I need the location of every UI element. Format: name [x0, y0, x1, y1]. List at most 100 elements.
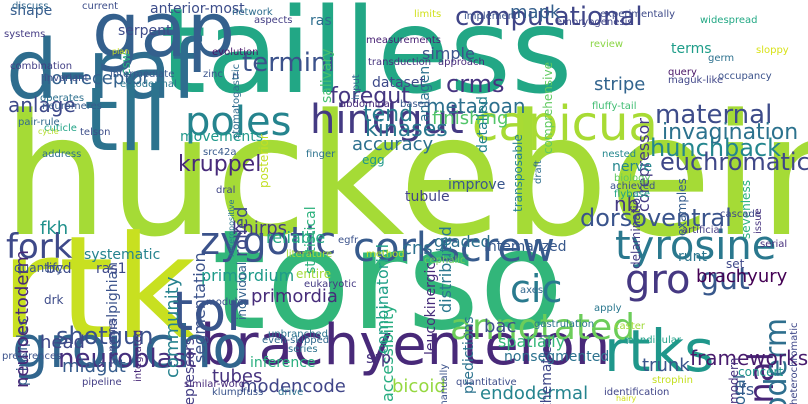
- cloud-word: statistical: [303, 206, 319, 274]
- cloud-word: nonsegmented: [504, 349, 610, 365]
- cloud-word: telson: [80, 127, 111, 138]
- cloud-word: terms: [671, 41, 712, 57]
- cloud-word: modencode: [240, 376, 346, 397]
- cloud-word: groucho: [12, 313, 248, 381]
- cloud-word: nested: [602, 149, 637, 160]
- cloud-word: based: [400, 99, 431, 110]
- cloud-word: primordia: [251, 286, 338, 307]
- cloud-word: community: [162, 276, 183, 378]
- cloud-word: shape: [10, 3, 53, 19]
- cloud-word: srp: [366, 348, 392, 367]
- cloud-word: individual: [235, 261, 249, 320]
- cloud-word: series: [288, 344, 318, 355]
- cloud-word: hunchback: [650, 134, 782, 162]
- cloud-word: nonreceptor: [40, 68, 150, 89]
- cloud-word: gastrulation: [534, 319, 595, 330]
- cloud-word: systematic: [84, 247, 161, 263]
- cloud-word: fluffy-tail: [592, 101, 637, 112]
- cloud-word: serial: [760, 239, 788, 250]
- cloud-word: head: [40, 332, 85, 353]
- cloud-word: tfs: [734, 380, 755, 399]
- cloud-word: mandibular: [624, 335, 682, 346]
- cloud-word: improve: [448, 177, 506, 193]
- cloud-word: combination: [10, 61, 73, 72]
- cloud-word: anlage: [8, 93, 76, 117]
- cloud-word: frameworks: [690, 346, 808, 370]
- cloud-word: repressors: [182, 337, 198, 404]
- cloud-word: identification: [604, 387, 670, 398]
- cloud-word: delamination: [629, 190, 643, 269]
- cloud-word: embryogenesis: [556, 17, 633, 28]
- cloud-word: strophin: [652, 375, 693, 386]
- cloud-word: cns: [402, 238, 433, 259]
- cloud-word: huckebein: [2, 78, 808, 274]
- cloud-word: cephalic: [424, 255, 466, 266]
- cloud-word: maternal: [655, 100, 773, 130]
- cloud-word: modern: [727, 357, 741, 404]
- cloud-word: fkh: [40, 218, 69, 239]
- cloud-word: transposable: [511, 134, 525, 212]
- cloud-word: detailed: [475, 96, 491, 153]
- cloud-word: crms: [446, 70, 505, 98]
- cloud-word: query: [668, 67, 697, 78]
- cloud-word: bicoid: [392, 376, 446, 397]
- cloud-word: cuticle: [44, 123, 77, 134]
- cloud-word: egfr: [338, 235, 359, 246]
- cloud-word: occupancy: [718, 71, 772, 82]
- cloud-word: artificial: [682, 225, 723, 236]
- cloud-word: posterior: [257, 134, 271, 188]
- cloud-word: tor: [172, 280, 249, 343]
- cloud-word: abdominal: [340, 99, 393, 110]
- cloud-word: torso: [212, 200, 564, 361]
- cloud-word: drive: [278, 387, 304, 398]
- cloud-word: unbranched: [268, 329, 328, 340]
- cloud-word: invariant: [44, 73, 89, 84]
- cloud-word: gap: [92, 0, 236, 74]
- cloud-word: pair-rule: [18, 117, 60, 128]
- cloud-word: set: [726, 257, 745, 271]
- cloud-word: ras1: [96, 261, 127, 277]
- cloud-word: intermediate: [110, 69, 175, 80]
- cloud-word: zinc: [203, 69, 223, 80]
- cloud-word: kruppel: [178, 152, 262, 177]
- cloud-word: hindgut: [310, 97, 464, 143]
- cloud-word: transduction: [368, 57, 432, 68]
- cloud-word: finishing: [432, 108, 509, 129]
- cloud-word: limits: [414, 9, 442, 20]
- cloud-word: review: [590, 39, 624, 50]
- cloud-word: termini: [242, 48, 335, 78]
- cloud-word: zygotic: [200, 219, 337, 263]
- cloud-word: operates: [40, 93, 85, 104]
- cloud-word: caster: [614, 321, 646, 332]
- cloud-word: tend: [363, 102, 414, 127]
- cloud-word: knirps: [232, 218, 288, 239]
- cloud-word: runt: [678, 249, 707, 265]
- cloud-word: plan: [112, 47, 130, 56]
- cloud-word: bac: [484, 316, 517, 337]
- cloud-word: entire: [296, 267, 332, 281]
- cloud-word: graded: [434, 232, 491, 251]
- cloud-word: achieved: [610, 181, 656, 192]
- cloud-word: integrated: [133, 329, 144, 382]
- cloud-word: stomatogastric: [231, 63, 242, 139]
- cloud-word: tll: [84, 68, 168, 171]
- cloud-word: fork: [6, 227, 73, 267]
- cloud-word: finger: [306, 149, 336, 160]
- cloud-word: eukaryotic: [304, 279, 357, 290]
- cloud-word: reliable: [266, 228, 326, 247]
- cloud-word: egg: [362, 153, 385, 167]
- cloud-word: serpent: [118, 23, 172, 39]
- cloud-word: measurements: [366, 35, 441, 46]
- cloud-word: flybase: [614, 189, 651, 200]
- cloud-word: leucokinergic: [423, 261, 439, 355]
- cloud-word: kinases: [365, 117, 448, 142]
- cloud-word: nerve: [612, 159, 653, 175]
- cloud-word: implement: [464, 11, 518, 22]
- cloud-word: draft: [533, 160, 544, 184]
- cloud-word: experimentally: [600, 9, 676, 20]
- cloud-word: neuromeres: [42, 101, 102, 112]
- cloud-word: trunk: [642, 355, 690, 376]
- cloud-word: invagination: [662, 120, 799, 145]
- cloud-word: quantify: [14, 261, 64, 275]
- cloud-word: sloppy: [756, 45, 789, 56]
